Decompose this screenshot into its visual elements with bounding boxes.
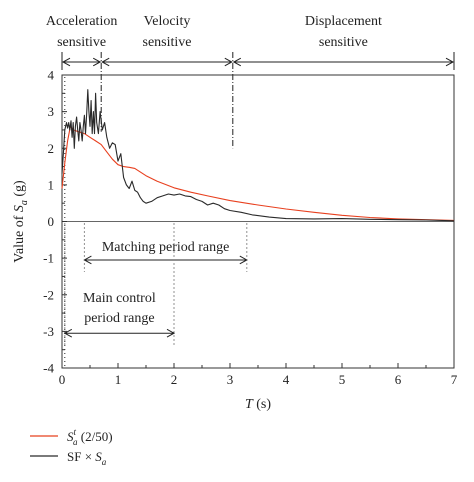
x-tick-label: 4 bbox=[283, 372, 290, 387]
range-main-control-label: period range bbox=[84, 311, 154, 326]
region-displacement-arrow bbox=[232, 57, 455, 67]
region-acceleration-label-line2: sensitive bbox=[57, 35, 106, 50]
ranges-layer: Matching period range Main control period … bbox=[63, 77, 248, 366]
range-matching-arrow bbox=[83, 255, 248, 265]
region-velocity-label-line2: sensitive bbox=[143, 35, 192, 50]
region-velocity-arrow bbox=[101, 57, 233, 67]
legend-label-1: St a (2/50) bbox=[67, 427, 113, 447]
x-tick-label: 5 bbox=[339, 372, 346, 387]
legend-label-2: SF × Sa bbox=[67, 449, 107, 467]
region-velocity-label-line1: Velocity bbox=[144, 14, 191, 29]
region-displacement-label-line1: Displacement bbox=[305, 14, 382, 29]
axes-layer: 0 1 2 3 4 5 6 7 4 3 2 1 0 -1 -2 -3 -4 T (s) Value of Sa (g… bbox=[12, 68, 458, 413]
region-acceleration-label-line1: Acceleration bbox=[46, 14, 118, 29]
x-tick-label: 7 bbox=[451, 372, 458, 387]
region-displacement-label-line2: sensitive bbox=[319, 35, 368, 50]
y-tick-label: -4 bbox=[43, 361, 54, 376]
y-tick-label: -2 bbox=[43, 287, 54, 302]
x-tick-label: 1 bbox=[115, 372, 122, 387]
y-tick-label: 3 bbox=[48, 104, 55, 119]
range-main-control-arrow bbox=[63, 328, 176, 338]
x-tick-label: 0 bbox=[59, 372, 66, 387]
range-main-control-label: Main control bbox=[83, 291, 156, 306]
series-line-2 bbox=[61, 89, 455, 222]
series-layer bbox=[61, 89, 455, 222]
regions-layer: Acceleration sensitive Velocity sensitive Di… bbox=[46, 14, 455, 149]
y-tick-label: -1 bbox=[43, 251, 54, 266]
x-axis-title: T (s) bbox=[245, 397, 271, 412]
x-tick-label: 6 bbox=[395, 372, 402, 387]
region-acceleration-arrow bbox=[61, 57, 102, 67]
y-tick-label: 0 bbox=[48, 214, 55, 229]
y-tick-label: -3 bbox=[43, 324, 54, 339]
y-tick-label: 4 bbox=[48, 68, 55, 83]
series-line-1 bbox=[61, 125, 455, 221]
range-matching-label: Matching period range bbox=[102, 240, 230, 255]
y-tick-label: 1 bbox=[48, 177, 55, 192]
x-tick-label: 3 bbox=[227, 372, 234, 387]
legend-layer: St a (2/50) SF × Sa bbox=[30, 427, 113, 467]
x-tick-label: 2 bbox=[171, 372, 178, 387]
y-axis-title: Value of Sa (g) bbox=[12, 180, 30, 263]
y-tick-label: 2 bbox=[48, 141, 55, 156]
